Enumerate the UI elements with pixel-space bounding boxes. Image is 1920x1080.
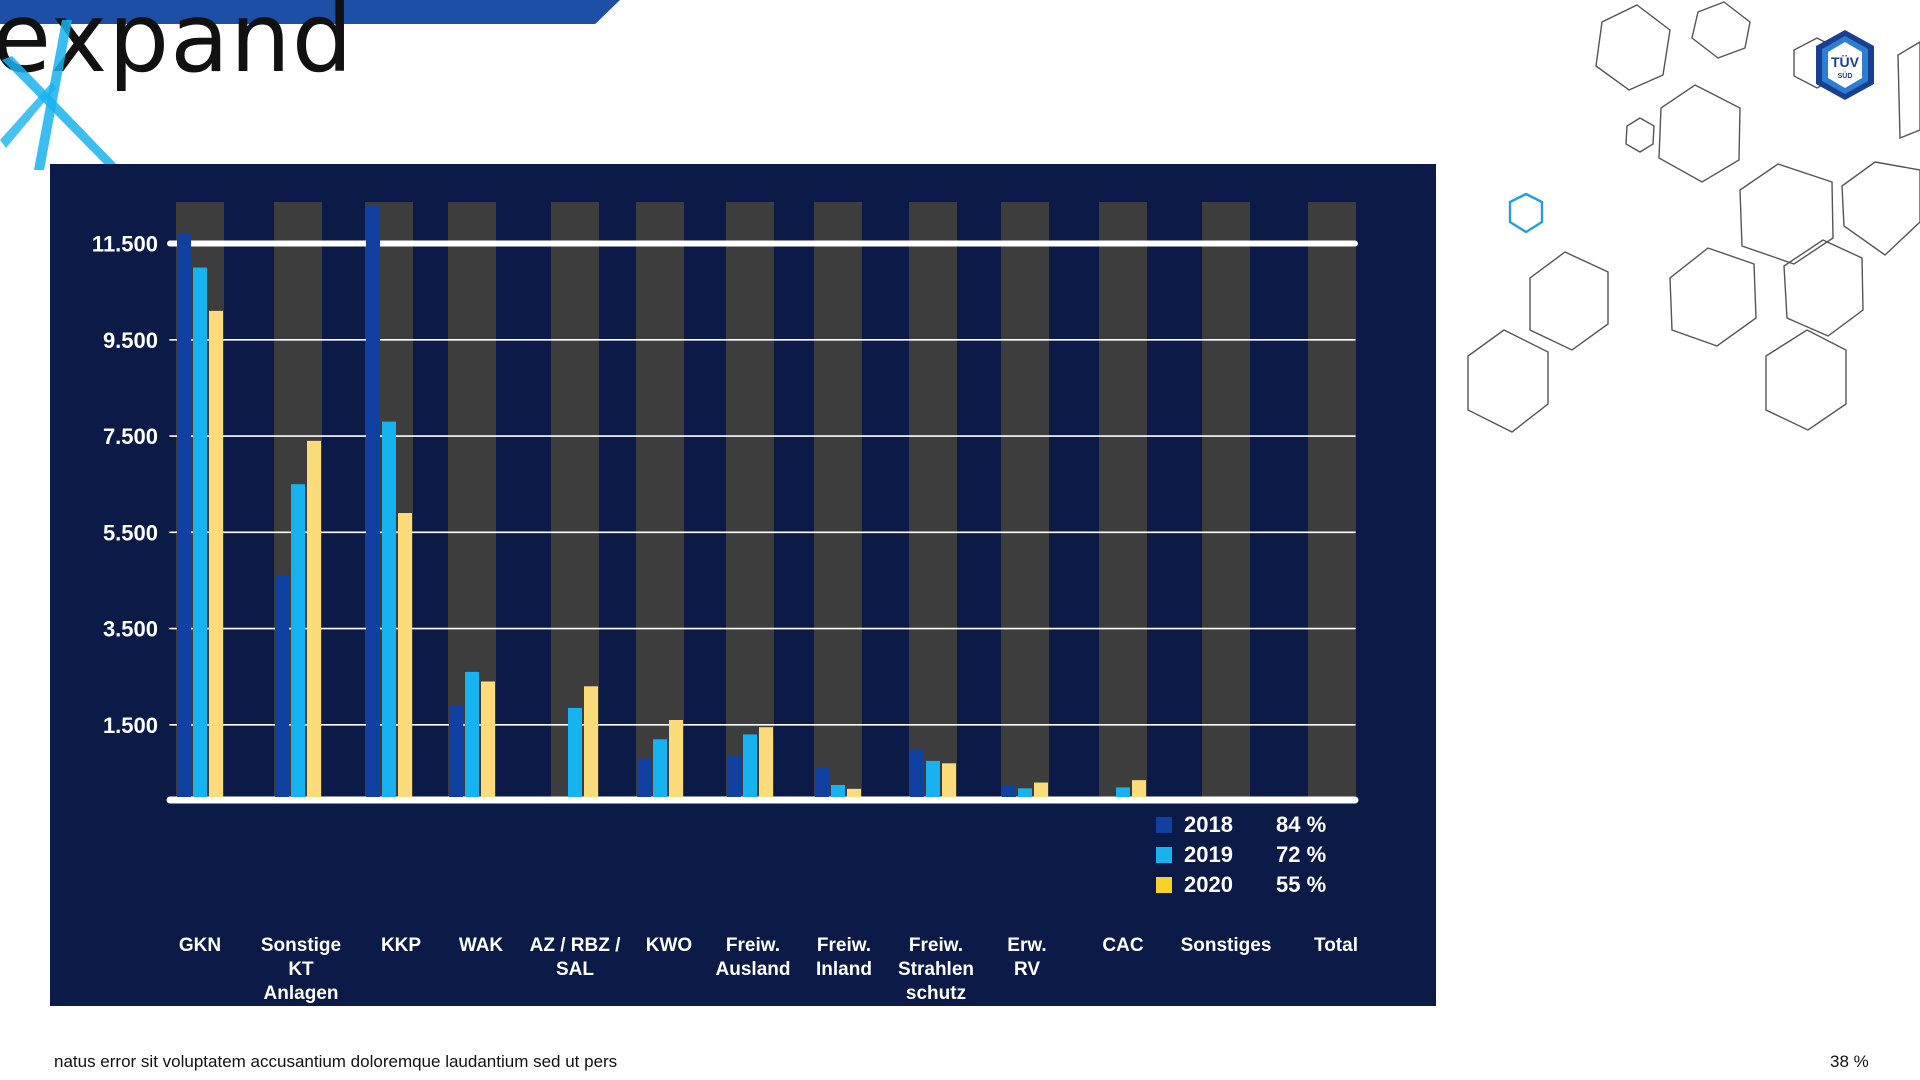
bar-chart: 11.500 9.500 7.500 5.500 3.500 1.500 GKN Sonst… — [92, 202, 1359, 1004]
legend-label-2019: 2019 — [1184, 842, 1233, 867]
bar-2018-0 — [177, 233, 191, 797]
svg-text:TÜV: TÜV — [1831, 54, 1860, 70]
y-tick-label: 9.500 — [103, 328, 158, 353]
track-5 — [636, 202, 684, 797]
track-10 — [1099, 202, 1147, 797]
y-tick-label: 5.500 — [103, 520, 158, 545]
legend-swatch-2019 — [1156, 847, 1172, 863]
x-category-label: Sonstiges — [1181, 935, 1272, 956]
x-category-label: AZ / RBZ / SAL — [530, 935, 621, 980]
legend-label-2020: 2020 — [1184, 872, 1233, 897]
bar-2019-7 — [831, 784, 845, 797]
bar-2019-2 — [382, 421, 396, 797]
x-category-label: Erw. RV — [1007, 935, 1046, 980]
x-category-label: Total — [1314, 935, 1358, 956]
legend-percent-2019: 72 % — [1276, 842, 1326, 867]
bar-2018-7 — [815, 768, 829, 797]
x-category-labels: GKN Sonstige KT Anlagen KKP WAK AZ / RBZ / SAL K… — [179, 935, 1358, 1004]
bar-2020-2 — [398, 513, 412, 797]
legend-swatch-2018 — [1156, 817, 1172, 833]
header-accent-band — [0, 0, 620, 24]
bar-2019-5 — [653, 739, 667, 797]
bar-2019-4 — [568, 707, 582, 797]
bar-2018-9 — [1002, 784, 1016, 797]
x-category-label: GKN — [179, 935, 221, 956]
bar-2018-8 — [910, 748, 924, 797]
track-6 — [726, 202, 774, 797]
bars — [177, 205, 1146, 797]
track-11 — [1202, 202, 1250, 797]
legend-percent-2020: 55 % — [1276, 872, 1326, 897]
x-category-label: Sonstige KT Anlagen — [261, 935, 341, 1004]
x-category-label: Freiw. Ausland — [716, 935, 791, 980]
zoom-level: 38 % — [1830, 1052, 1869, 1071]
bar-2020-1 — [307, 440, 321, 797]
x-category-label: Freiw. Inland — [816, 935, 872, 980]
footer-text: natus error sit voluptatem accusantium d… — [54, 1052, 618, 1071]
bar-2019-10 — [1116, 787, 1130, 797]
bar-2019-3 — [465, 671, 479, 797]
bar-2020-6 — [759, 727, 773, 797]
bar-2020-3 — [481, 681, 495, 797]
y-tick-label: 3.500 — [103, 617, 158, 642]
track-7 — [814, 202, 862, 797]
expand-logo-x-mark — [0, 20, 122, 170]
y-tick-label: 7.500 — [103, 424, 158, 449]
track-12 — [1308, 202, 1356, 797]
bar-2020-5 — [669, 719, 683, 797]
bar-2020-7 — [847, 788, 861, 797]
bar-2019-9 — [1018, 788, 1032, 797]
tuv-sud-logo: TÜV SÜD — [1816, 30, 1874, 100]
bar-2019-6 — [743, 734, 757, 797]
x-category-label: Freiw. Strahlen schutz — [898, 935, 974, 1004]
bar-2020-10 — [1132, 780, 1146, 797]
legend: 2018 84 % 2019 72 % 2020 55 % — [1156, 812, 1326, 897]
y-tick-labels: 11.500 9.500 7.500 5.500 3.500 1.500 — [92, 232, 158, 738]
bar-2018-2 — [366, 205, 380, 797]
x-category-label: KWO — [646, 935, 692, 956]
bar-2020-4 — [584, 686, 598, 797]
bar-2020-9 — [1034, 782, 1048, 797]
background-tracks — [176, 202, 1356, 797]
x-category-label: CAC — [1102, 935, 1143, 956]
svg-text:SÜD: SÜD — [1838, 71, 1853, 80]
bar-2020-0 — [209, 310, 223, 797]
bar-2018-1 — [275, 575, 289, 797]
bar-2019-1 — [291, 484, 305, 797]
bar-2018-6 — [727, 756, 741, 797]
bar-2019-0 — [193, 267, 207, 797]
y-tick-label: 11.500 — [92, 232, 158, 257]
y-tick-label: 1.500 — [103, 713, 158, 738]
legend-swatch-2020 — [1156, 877, 1172, 893]
bar-2019-8 — [926, 760, 940, 797]
bar-2020-8 — [942, 763, 956, 797]
x-category-label: WAK — [459, 935, 504, 956]
x-category-label: KKP — [381, 935, 421, 956]
legend-label-2018: 2018 — [1184, 812, 1233, 837]
track-8 — [909, 202, 957, 797]
track-9 — [1001, 202, 1049, 797]
bar-2018-3 — [449, 705, 463, 797]
bar-2018-5 — [637, 758, 651, 797]
legend-percent-2018: 84 % — [1276, 812, 1326, 837]
chart-panel: 11.500 9.500 7.500 5.500 3.500 1.500 GKN Sonst… — [50, 164, 1436, 1006]
